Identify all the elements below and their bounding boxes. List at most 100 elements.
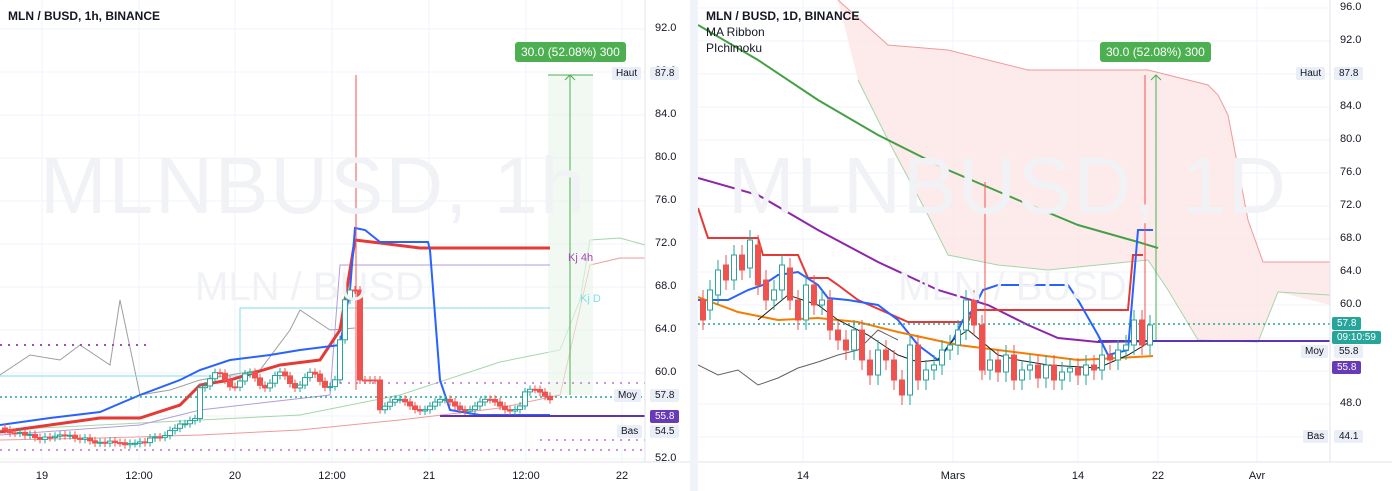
candle-body xyxy=(123,443,128,445)
candle-body xyxy=(328,387,333,388)
candle-body xyxy=(876,350,881,375)
candle-body xyxy=(73,435,78,438)
candle-body xyxy=(796,300,801,320)
candle-body xyxy=(113,441,118,442)
candle-body xyxy=(538,389,543,392)
candle-body xyxy=(518,406,523,410)
candle-body xyxy=(493,399,498,402)
candle-body xyxy=(748,240,753,268)
candle-body xyxy=(128,443,133,444)
candle-body xyxy=(1044,365,1049,378)
right-indicator-ma-ribbon[interactable]: MA Ribbon xyxy=(706,24,859,40)
candle-body xyxy=(1028,365,1033,370)
candle-body xyxy=(828,300,833,330)
candle-body xyxy=(138,442,143,443)
price-tick-label: 76.0 xyxy=(655,194,676,206)
candle-body xyxy=(388,402,393,406)
left-watermark: MLNBUSD, 1h xyxy=(40,140,587,232)
candle-body xyxy=(168,431,173,436)
candle-body xyxy=(318,374,323,381)
left-last-value: 55.8 xyxy=(650,410,679,423)
candle-body xyxy=(418,410,423,411)
candle-body xyxy=(258,378,263,385)
candle-body xyxy=(468,410,473,411)
candle-body xyxy=(756,245,761,285)
candle-body xyxy=(378,380,383,410)
candle-body xyxy=(283,372,288,376)
left-haut-value: 87.8 xyxy=(650,67,679,80)
candle-body xyxy=(812,285,817,305)
candle-body xyxy=(1116,350,1121,360)
candle-body xyxy=(213,373,218,379)
price-tick-label: 80.0 xyxy=(1340,133,1361,145)
left-chart-pane[interactable]: MLNBUSD, 1h MLN / BUSD MLN / BUSD, 1h, B… xyxy=(0,0,690,491)
candle-body xyxy=(1148,325,1153,345)
candle-body xyxy=(298,385,303,388)
left-chart-title: MLN / BUSD, 1h, BINANCE xyxy=(8,8,160,24)
candle-body xyxy=(463,410,468,411)
left-bas-label: Bas xyxy=(617,425,642,438)
candle-body xyxy=(208,379,213,386)
candle-body xyxy=(924,370,929,380)
candle-body xyxy=(528,389,533,392)
candle-body xyxy=(228,380,233,387)
candle-body xyxy=(88,438,93,441)
candle-body xyxy=(844,340,849,350)
right-chart-svg[interactable] xyxy=(698,0,1392,491)
candle-body xyxy=(708,290,713,310)
candle-body xyxy=(198,388,203,419)
candle-body xyxy=(458,406,463,410)
right-indicator-ichimoku[interactable]: PIchimoku xyxy=(706,40,859,56)
candle-body xyxy=(163,436,168,438)
price-tick-label: 84.0 xyxy=(655,108,676,120)
left-kj-d-label: Kj D xyxy=(580,293,601,305)
candle-body xyxy=(908,345,913,395)
candle-body xyxy=(836,330,841,340)
price-tick-label: 60.0 xyxy=(1340,298,1361,310)
candle-body xyxy=(363,380,368,381)
candle-body xyxy=(58,435,63,436)
candle-body xyxy=(193,419,198,421)
left-chart-svg[interactable] xyxy=(0,0,690,491)
right-haut-value: 87.8 xyxy=(1334,67,1363,80)
time-tick-label: 14 xyxy=(797,470,809,482)
candle-body xyxy=(523,392,528,406)
left-legend: MLN / BUSD, 1h, BINANCE xyxy=(8,8,160,24)
candle-body xyxy=(892,360,897,380)
right-chart-title: MLN / BUSD, 1D, BINANCE xyxy=(706,8,859,24)
left-moy-value: 57.8 xyxy=(650,389,679,402)
right-countdown: 09:10:59 xyxy=(1332,331,1381,344)
candle-body xyxy=(133,443,138,444)
candle-body xyxy=(1076,368,1081,375)
price-tick-label: 68.0 xyxy=(655,280,676,292)
left-watermark-small: MLN / BUSD xyxy=(195,265,424,310)
candle-body xyxy=(788,268,793,300)
candle-body xyxy=(772,290,777,300)
candle-body xyxy=(33,434,38,437)
candle-body xyxy=(868,360,873,375)
candle-body xyxy=(988,360,993,370)
candle-body xyxy=(701,300,706,320)
candle-body xyxy=(408,402,413,406)
price-tick-label: 96.0 xyxy=(1340,1,1361,13)
price-tick-label: 48.0 xyxy=(1340,397,1361,409)
candle-body xyxy=(268,383,273,388)
candle-body xyxy=(178,424,183,428)
candle-body xyxy=(118,443,123,444)
candle-body xyxy=(740,255,745,270)
candle-body xyxy=(543,392,548,396)
candle-body xyxy=(1012,355,1017,380)
right-price-value: 57.8 xyxy=(1332,317,1361,330)
right-bas-value: 44.1 xyxy=(1334,430,1363,443)
pane-divider[interactable] xyxy=(690,0,698,491)
price-tick-label: 72.0 xyxy=(1340,199,1361,211)
right-legend: MLN / BUSD, 1D, BINANCE MA Ribbon PIchim… xyxy=(706,8,859,56)
candle-body xyxy=(373,380,378,381)
candle-body xyxy=(243,374,248,381)
time-tick-label: Mars xyxy=(941,470,965,482)
candle-body xyxy=(724,265,729,280)
candle-body xyxy=(288,376,293,384)
candle-body xyxy=(3,428,8,430)
right-chart-pane[interactable]: MLNBUSD, 1D MLN / BUSD MLN / BUSD, 1D, B… xyxy=(698,0,1392,491)
candle-body xyxy=(48,437,53,438)
